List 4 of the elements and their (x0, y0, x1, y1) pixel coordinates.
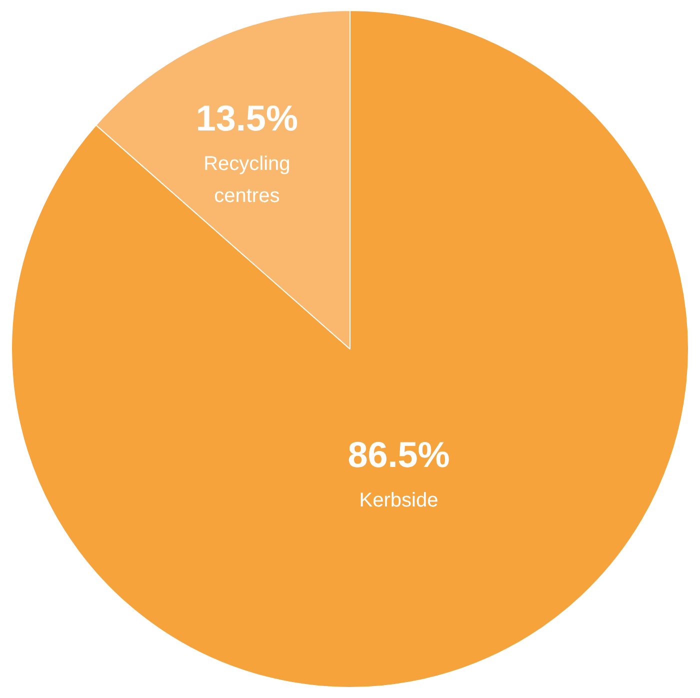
data-label: 13.5% (196, 98, 298, 139)
data-label: 86.5% (348, 434, 450, 475)
slice-label: Kerbside (359, 489, 438, 512)
slice-label: Recycling centres (204, 153, 290, 208)
